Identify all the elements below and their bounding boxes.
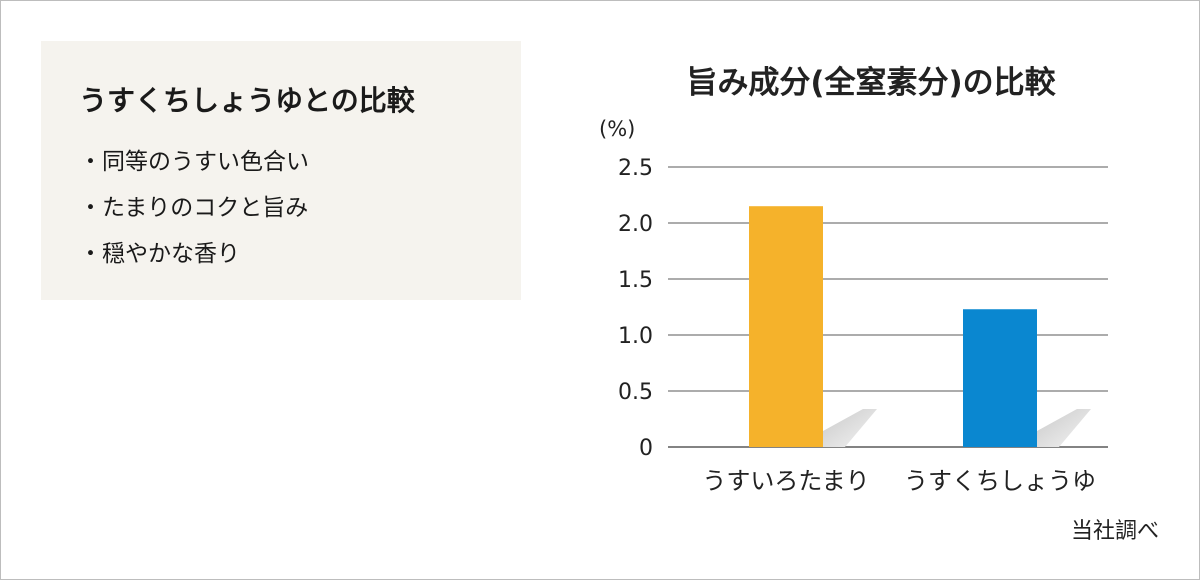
y-tick-label-4: 2.0 [618,212,653,237]
x-category-label-1: うすくちしょうゆ [904,467,1096,495]
info-list: ・同等のうすい色合い ・たまりのコクと旨み ・穏やかな香り [79,139,309,277]
comparison-info-box: うすくちしょうゆとの比較 ・同等のうすい色合い ・たまりのコクと旨み ・穏やかな… [41,41,521,300]
y-tick-label-0: 0 [639,436,653,461]
info-point-aroma: ・穏やかな香り [79,241,240,267]
y-tick-label-2: 1.0 [618,324,653,349]
info-title: うすくちしょうゆとの比較 [79,84,415,117]
chart-title: 旨み成分(全窒素分)の比較 [686,65,1056,101]
bar-shadow-1 [1037,409,1091,447]
info-point-richness: ・たまりのコクと旨み [79,195,309,221]
bar-0 [749,206,823,447]
info-point-color: ・同等のうすい色合い [79,149,309,175]
y-tick-label-5: 2.5 [618,156,653,181]
y-tick-label-1: 0.5 [618,380,653,405]
bar-shadow-0 [823,409,877,447]
bar-1 [963,309,1037,447]
y-tick-label-3: 1.5 [618,268,653,293]
source-note: 当社調べ [1070,519,1159,544]
x-category-label-0: うすいろたまり [702,467,869,495]
y-axis-unit-label: (%) [599,117,636,141]
